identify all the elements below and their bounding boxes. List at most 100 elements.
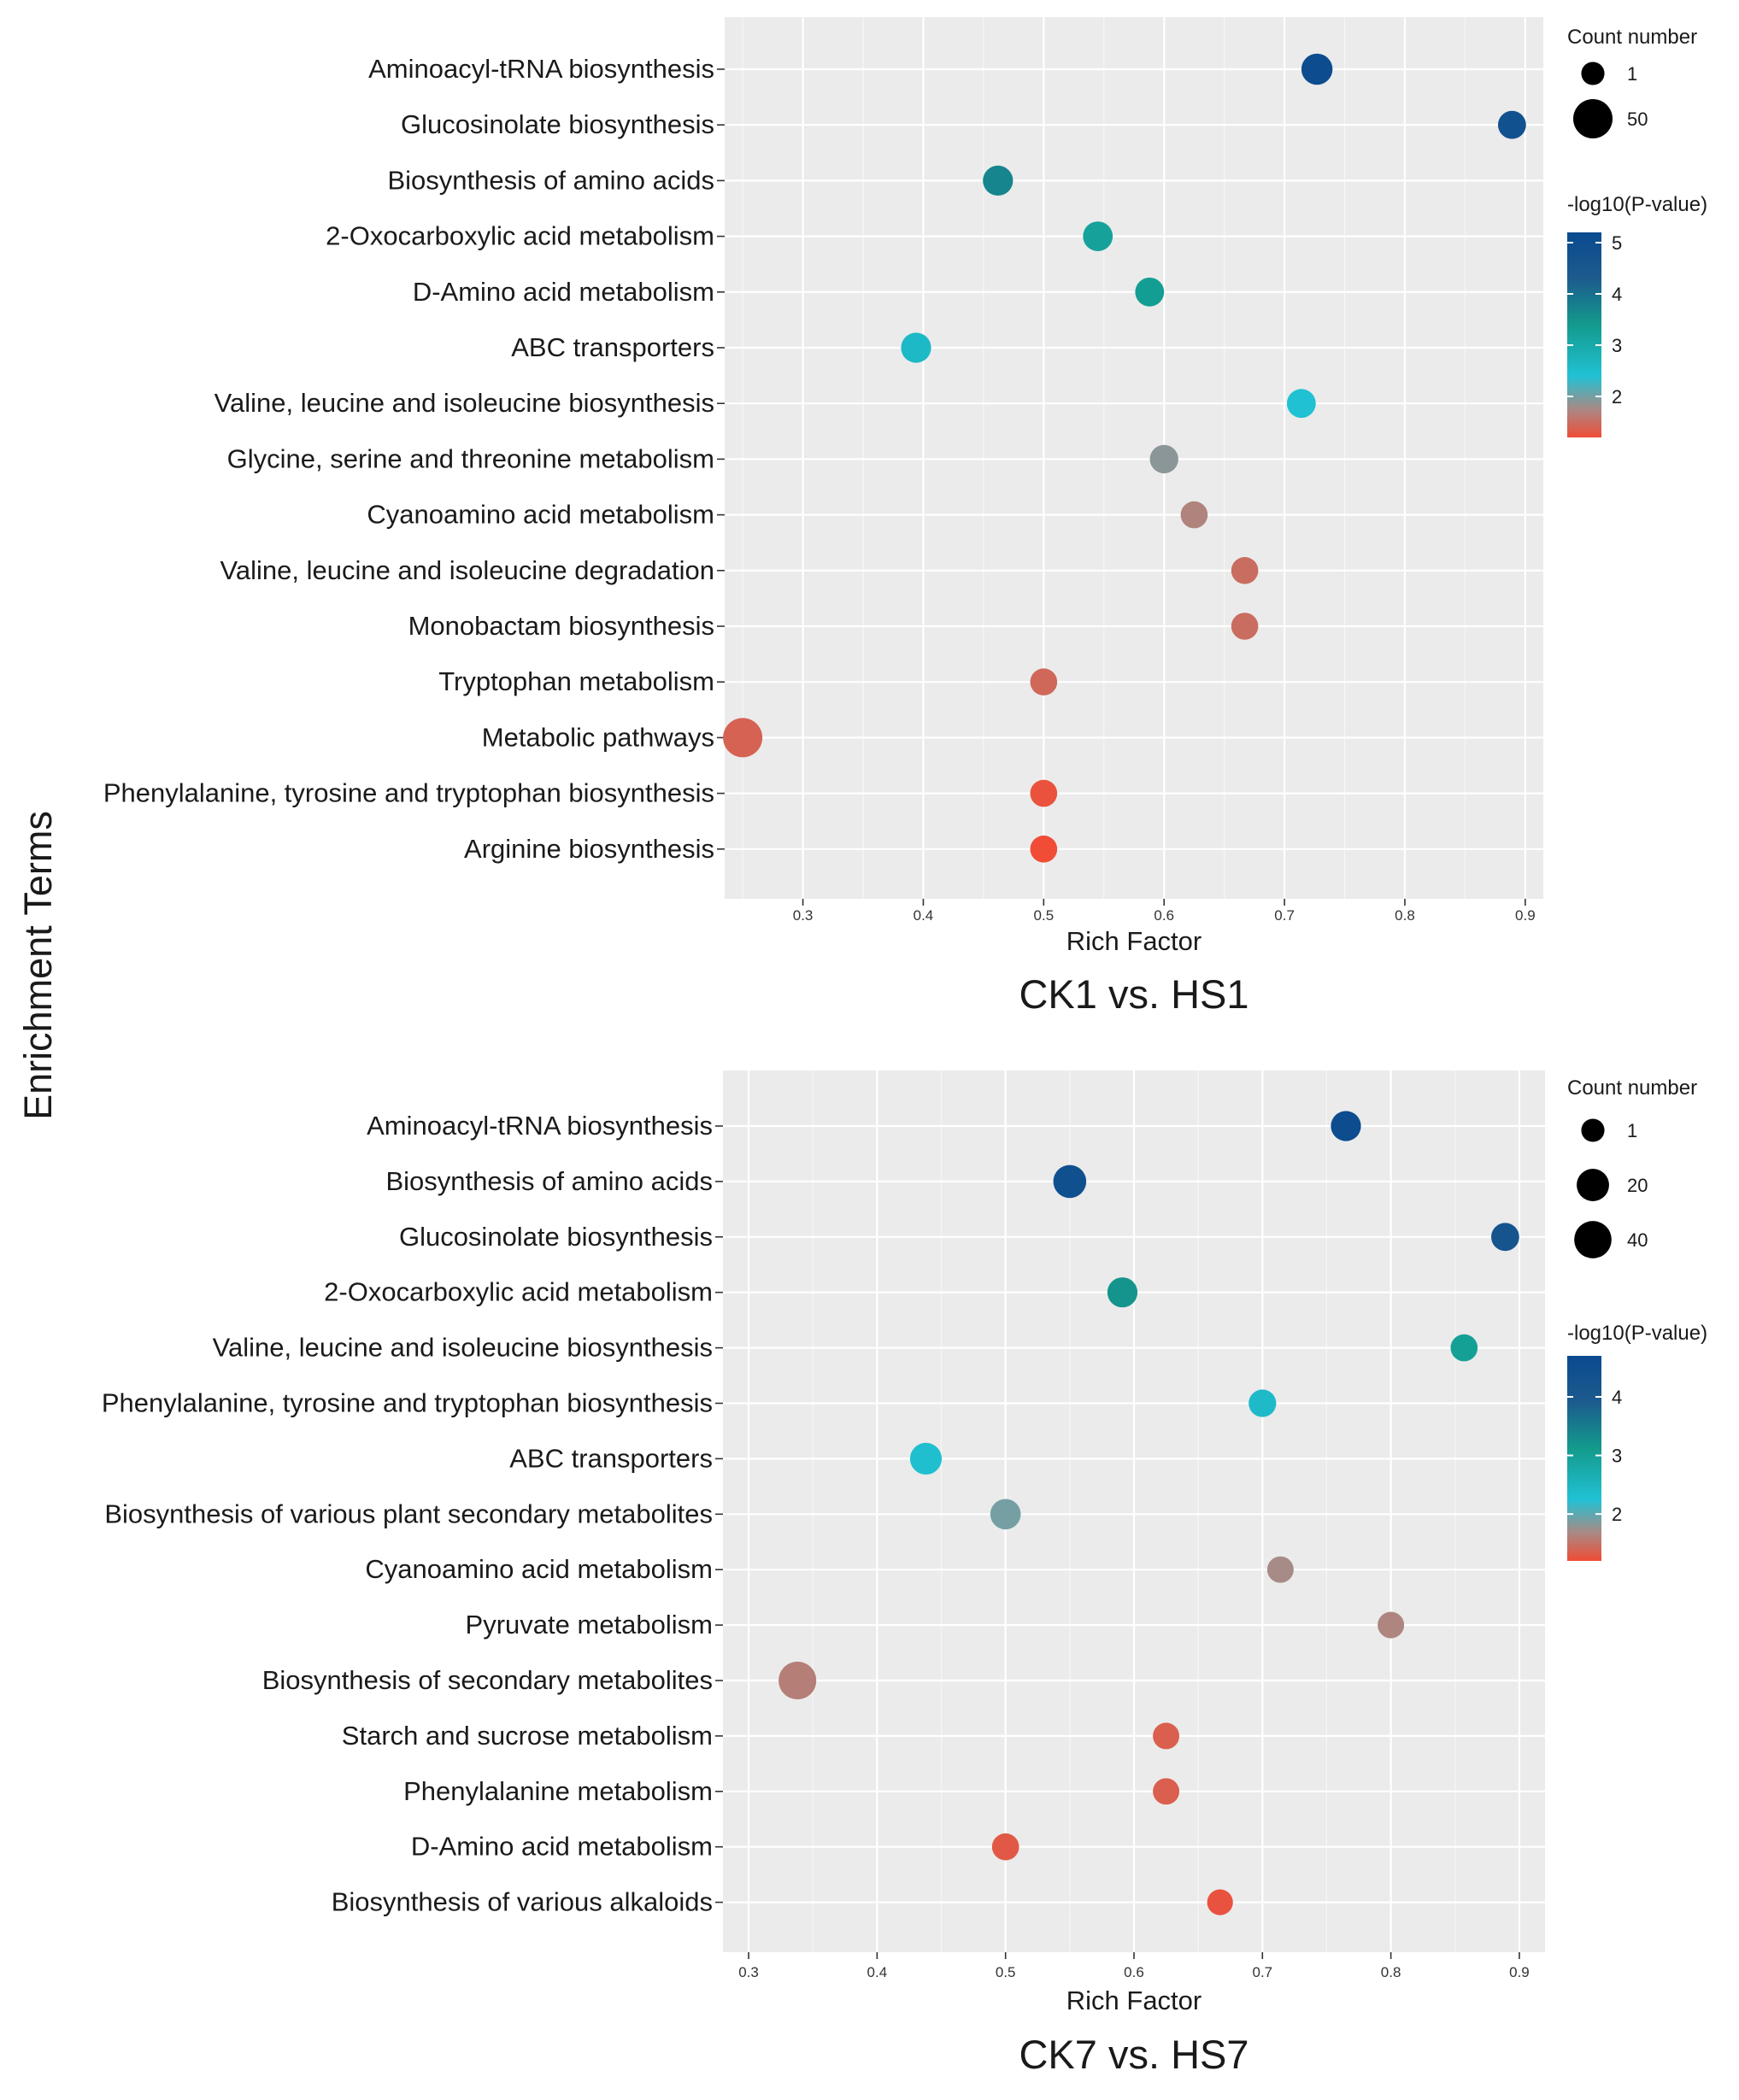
data-point-bubble (1180, 501, 1208, 529)
color-legend: -log10(P-value) 2 3 4 5 (1567, 193, 1707, 437)
term-label: Biosynthesis of secondary metabolites (262, 1665, 713, 1695)
size-legend: Count number 1 50 (1567, 26, 1697, 138)
data-point-bubble (1286, 389, 1316, 419)
term-label: ABC transporters (511, 332, 714, 362)
term-label: Glycine, serine and threonine metabolism (227, 443, 714, 473)
data-point-bubble (990, 1499, 1021, 1530)
x-tick-label: 0.6 (1124, 1964, 1144, 1980)
term-label: Glucosinolate biosynthesis (399, 1222, 713, 1252)
term-label: Phenylalanine, tyrosine and tryptophan b… (102, 1388, 713, 1418)
x-tick-label: 0.8 (1381, 1964, 1401, 1980)
x-tick-label: 0.5 (996, 1964, 1016, 1980)
colorbar-tick-label: 2 (1612, 1504, 1622, 1525)
data-point-bubble (1083, 221, 1113, 251)
size-legend-label: 1 (1627, 63, 1637, 85)
x-tick-label: 0.7 (1252, 1964, 1272, 1980)
panel-title: CK1 vs. HS1 (1019, 971, 1248, 1017)
term-label: 2-Oxocarboxylic acid metabolism (324, 1277, 713, 1307)
chart-panel-1: 0.3 0.4 0.5 0.6 0.7 0.8 0.9 Aminoacyl-tRNA bios… (103, 17, 1707, 1017)
colorbar-tick-label: 3 (1612, 335, 1622, 356)
term-label: Biosynthesis of amino acids (385, 1166, 713, 1196)
term-label: Cyanoamino acid metabolism (365, 1554, 713, 1584)
term-label: Valine, leucine and isoleucine degradati… (220, 555, 714, 585)
x-tick-label: 0.7 (1274, 907, 1295, 924)
size-legend-bubble (1577, 1169, 1609, 1201)
chart-panel-2: 0.3 0.4 0.5 0.6 0.7 0.8 0.9 Aminoacyl-tRNA bios… (102, 1071, 1707, 2077)
term-label: Aminoacyl-tRNA biosynthesis (367, 1111, 713, 1141)
data-point-bubble (901, 332, 931, 363)
data-point-bubble (778, 1661, 817, 1700)
x-tick-label: 0.9 (1515, 907, 1536, 924)
data-point-bubble (1207, 1889, 1233, 1915)
data-point-bubble (1248, 1389, 1277, 1417)
data-point-bubble (1331, 1111, 1361, 1141)
colorbar (1567, 1356, 1601, 1561)
data-point-bubble (1266, 1556, 1294, 1583)
color-legend-title: -log10(P-value) (1567, 193, 1707, 216)
term-label: Valine, leucine and isoleucine biosynthe… (214, 388, 714, 418)
data-point-bubble (1301, 53, 1333, 85)
colorbar-tick-label: 2 (1612, 386, 1622, 408)
size-legend: Count number 1 20 40 (1567, 1076, 1697, 1258)
x-axis-title: Rich Factor (1066, 1986, 1201, 2015)
color-legend: -log10(P-value) 2 3 4 (1567, 1322, 1707, 1561)
term-label: Aminoacyl-tRNA biosynthesis (368, 54, 714, 84)
term-label: Metabolic pathways (482, 722, 714, 752)
term-label: ABC transporters (509, 1443, 713, 1473)
data-point-bubble (1107, 1277, 1138, 1308)
term-label: Biosynthesis of various plant secondary … (104, 1499, 713, 1528)
term-label: Phenylalanine metabolism (403, 1776, 713, 1806)
data-point-bubble (723, 718, 763, 758)
data-point-bubble (1378, 1611, 1405, 1639)
x-tick-label: 0.6 (1154, 907, 1174, 924)
data-point-bubble (1497, 110, 1526, 139)
data-point-bubble (909, 1442, 943, 1475)
x-tick-label: 0.3 (738, 1964, 759, 1980)
x-tick-label: 0.3 (793, 907, 814, 924)
data-point-bubble (1030, 779, 1058, 807)
size-legend-label: 40 (1627, 1229, 1648, 1251)
data-point-bubble (983, 165, 1013, 197)
data-point-bubble (1135, 277, 1165, 307)
data-point-bubble (1053, 1164, 1087, 1199)
y-axis-title: Enrichment Terms (16, 811, 60, 1120)
x-tick-label: 0.4 (867, 1964, 888, 1980)
data-point-bubble (1450, 1334, 1478, 1362)
size-legend-bubble (1573, 99, 1613, 138)
size-legend-title: Count number (1567, 26, 1697, 49)
term-label: D-Amino acid metabolism (413, 277, 714, 307)
term-label: Phenylalanine, tyrosine and tryptophan b… (103, 778, 714, 808)
term-label: Valine, leucine and isoleucine biosynthe… (213, 1333, 713, 1363)
term-label: Monobactam biosynthesis (408, 611, 714, 641)
data-point-bubble (1153, 1722, 1180, 1750)
data-point-bubble (1030, 668, 1058, 696)
data-point-bubble (1153, 1778, 1180, 1805)
data-point-bubble (1491, 1223, 1519, 1252)
size-legend-label: 50 (1627, 109, 1648, 130)
colorbar-tick-label: 3 (1612, 1446, 1622, 1467)
colorbar-tick-label: 4 (1612, 284, 1622, 305)
x-tick-label: 0.4 (914, 907, 934, 924)
panel-title: CK7 vs. HS7 (1019, 2032, 1248, 2077)
size-legend-title: Count number (1567, 1076, 1697, 1100)
size-legend-label: 1 (1627, 1120, 1637, 1141)
term-label: Pyruvate metabolism (466, 1610, 713, 1640)
term-label: Cyanoamino acid metabolism (367, 500, 714, 530)
term-label: Arginine biosynthesis (464, 834, 714, 864)
term-label: Glucosinolate biosynthesis (401, 109, 714, 139)
size-legend-bubble (1581, 1118, 1605, 1142)
colorbar (1567, 232, 1601, 437)
term-label: D-Amino acid metabolism (411, 1832, 713, 1862)
data-point-bubble (991, 1833, 1019, 1861)
x-axis-title: Rich Factor (1066, 926, 1201, 956)
x-tick-label: 0.5 (1034, 907, 1055, 924)
data-point-bubble (1231, 613, 1259, 640)
term-label: Starch and sucrose metabolism (342, 1721, 713, 1751)
data-point-bubble (1030, 835, 1058, 863)
data-point-bubble (1149, 444, 1178, 474)
term-label: Tryptophan metabolism (438, 666, 714, 696)
size-legend-bubble (1581, 62, 1605, 85)
x-tick-label: 0.9 (1509, 1964, 1530, 1980)
term-label: 2-Oxocarboxylic acid metabolism (326, 221, 714, 251)
